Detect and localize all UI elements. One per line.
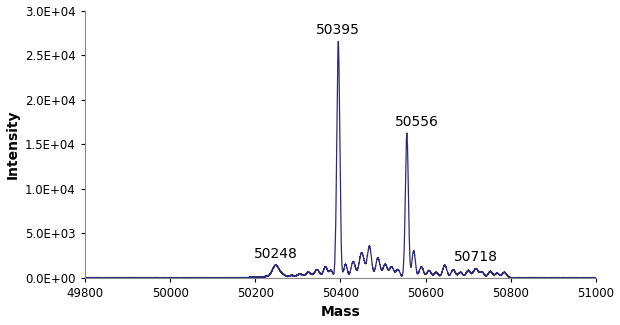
Text: 50718: 50718	[454, 251, 498, 265]
Text: 50556: 50556	[395, 115, 439, 129]
X-axis label: Mass: Mass	[321, 306, 360, 319]
Y-axis label: Intensity: Intensity	[6, 110, 20, 179]
Text: 50248: 50248	[254, 247, 298, 261]
Text: 50395: 50395	[316, 23, 360, 37]
